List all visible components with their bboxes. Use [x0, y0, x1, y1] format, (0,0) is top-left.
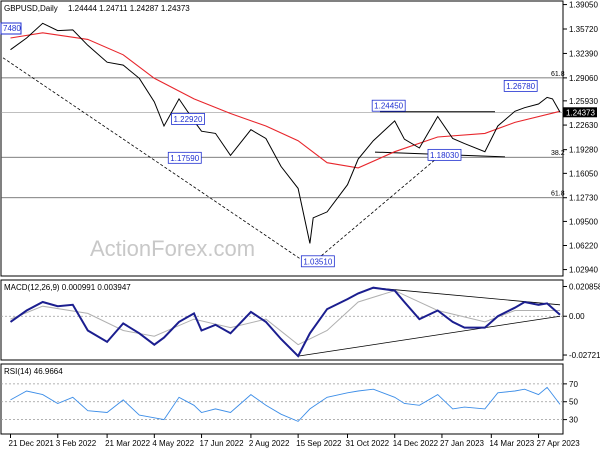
moving-average-line — [10, 32, 561, 169]
x-tick-label: 14 Dec 2022 — [393, 439, 439, 448]
price-y-tick-label: 1.39050 — [569, 1, 598, 10]
price-y-tick-label: 1.35720 — [569, 25, 598, 34]
rsi-y-tick-label: 70 — [569, 380, 578, 389]
x-tick-label: 3 Feb 2022 — [56, 439, 97, 448]
x-tick-label: 4 May 2022 — [152, 439, 194, 448]
current-price-tag: 1.24373 — [566, 108, 595, 117]
fib-labels: 61.8 38.2 61.8 — [551, 71, 565, 198]
rsi-panel-title: RSI(14) 46.9664 — [4, 367, 63, 376]
price-box-label: 1.26780 — [506, 82, 535, 91]
macd-lower-trend-line — [298, 315, 561, 357]
macd-panel-frame — [0, 279, 564, 361]
price-series — [10, 22, 561, 244]
price-panel-frame — [0, 0, 564, 277]
price-y-tick-label: 1.12730 — [569, 194, 598, 203]
price-box-label: 1.18030 — [430, 151, 459, 160]
trend-lines — [2, 57, 443, 266]
x-axis: 21 Dec 2021 3 Feb 2022 21 Mar 2022 4 May 20… — [9, 434, 581, 448]
macd-y-tick-label: 0.020858 — [569, 282, 600, 291]
price-box-label: 1.24450 — [374, 102, 403, 111]
x-tick-label: 27 Apr 2023 — [537, 439, 581, 448]
x-tick-label: 2 Aug 2022 — [249, 439, 290, 448]
price-y-tick-label: 1.09500 — [569, 217, 598, 226]
x-tick-label: 17 Jun 2022 — [200, 439, 245, 448]
rsi-line — [10, 386, 561, 422]
price-panel-values: 1.24444 1.24711 1.24287 1.24373 — [68, 4, 190, 13]
downtrend-dashed-line — [2, 57, 311, 266]
macd-upper-trend-line — [373, 287, 561, 306]
price-tag-first: 7480 — [0, 22, 22, 35]
uptrend-dashed-line — [309, 153, 443, 266]
price-line — [10, 22, 561, 244]
price-box-label-frame — [371, 99, 406, 112]
macd-signal-line — [10, 290, 560, 346]
price-box-labels: 1.26780 1.24450 1.22920 1.17590 1.18030 1.035… — [167, 79, 538, 268]
fib-level-label: 38.2 — [551, 150, 565, 157]
x-tick-label: 21 Mar 2022 — [105, 439, 150, 448]
rsi-y-tick-label: 50 — [569, 398, 578, 407]
price-y-tick-label: 1.06220 — [569, 241, 598, 250]
current-price-tag-bg — [563, 107, 597, 118]
x-tick-label: 14 Mar 2023 — [489, 439, 534, 448]
price-y-tick-label: 1.25930 — [569, 97, 598, 106]
price-y-tick-label: 1.32390 — [569, 49, 598, 58]
price-box-label-frame — [171, 113, 205, 125]
fib-level-label: 61.8 — [551, 191, 565, 198]
watermark: ActionForex.com — [90, 236, 255, 261]
macd-y-axis: 0.020858 0.00 -0.027213 — [563, 282, 600, 360]
x-tick-label: 31 Oct 2022 — [346, 439, 390, 448]
rsi-y-axis: 70 50 30 — [563, 380, 578, 425]
price-gridlines — [1, 77, 563, 199]
macd-y-tick-label: -0.027213 — [569, 351, 600, 360]
rsi-y-tick-label: 30 — [569, 416, 578, 425]
price-box-label: 1.17590 — [170, 154, 199, 163]
price-y-tick-label: 1.22630 — [569, 121, 598, 130]
price-y-tick-label: 1.02940 — [569, 266, 598, 275]
price-box-label-frame — [167, 151, 202, 164]
price-panel-title: GBPUSD,Daily — [4, 4, 58, 13]
macd-y-tick-label: 0.00 — [569, 312, 585, 321]
x-tick-label: 15 Sep 2022 — [296, 439, 342, 448]
macd-series — [1, 286, 563, 358]
price-y-tick-label: 1.19280 — [569, 146, 598, 155]
macd-panel-title: MACD(12,26,9) 0.000991 0.003947 — [4, 283, 131, 292]
price-box-label-frame — [300, 255, 335, 268]
price-y-tick-label: 1.16050 — [569, 169, 598, 178]
price-box-label: 1.03510 — [303, 257, 332, 266]
price-y-axis: 1.39050 1.35720 1.32390 1.29060 1.25930 1.226… — [563, 1, 598, 275]
rsi-panel-frame — [0, 363, 564, 435]
rsi-series — [1, 383, 563, 422]
fib-level-label: 61.8 — [551, 71, 565, 78]
macd-line — [9, 286, 561, 358]
x-tick-label: 27 Jan 2023 — [440, 439, 485, 448]
price-tag-first-text: 7480 — [3, 24, 21, 33]
price-box-label-frame — [427, 148, 462, 161]
x-tick-label: 21 Dec 2021 — [9, 439, 55, 448]
price-box-label-frame — [503, 79, 538, 92]
price-box-label: 1.22920 — [173, 115, 202, 124]
price-y-tick-label: 1.29060 — [569, 74, 598, 83]
